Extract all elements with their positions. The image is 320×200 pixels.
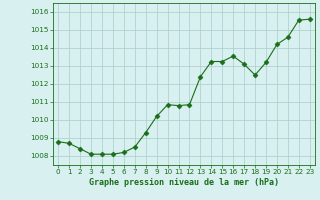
X-axis label: Graphe pression niveau de la mer (hPa): Graphe pression niveau de la mer (hPa) — [89, 178, 279, 187]
